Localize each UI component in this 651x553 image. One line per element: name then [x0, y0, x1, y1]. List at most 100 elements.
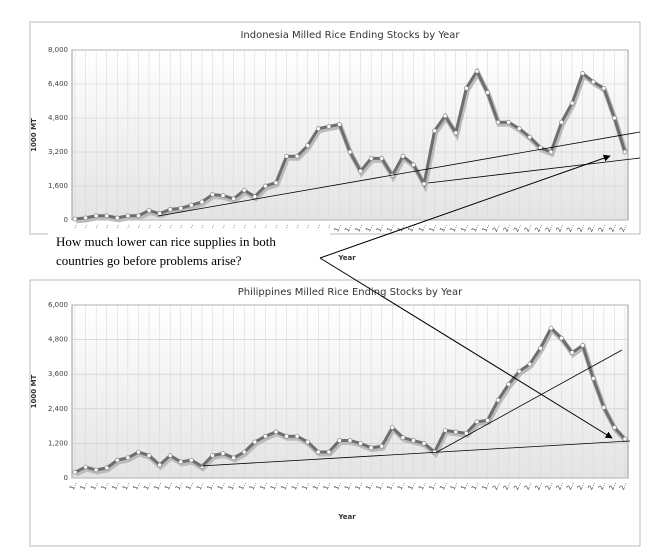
data-point	[241, 187, 247, 193]
data-point	[622, 149, 628, 155]
x-tick-label: 1..	[184, 222, 195, 233]
data-point	[231, 455, 237, 461]
x-tick-label: 2..	[618, 480, 629, 491]
y-tick-label: 3,200	[48, 148, 68, 156]
x-tick-label: 1..	[237, 222, 248, 233]
x-tick-label: 2..	[554, 480, 565, 491]
data-point	[485, 417, 490, 423]
data-point	[368, 156, 374, 161]
x-tick-label: 2..	[502, 222, 513, 233]
x-tick-label: 2..	[523, 222, 534, 233]
x-tick-label: 1..	[279, 222, 290, 233]
x-tick-label: 1..	[195, 480, 206, 491]
x-tick-label: 1..	[163, 480, 174, 491]
callout-text: countries go before problems arise?	[56, 253, 242, 268]
x-tick-label: 1..	[216, 480, 227, 491]
x-tick-label: 1..	[406, 480, 417, 491]
data-point	[548, 149, 554, 155]
x-tick-label: 2..	[565, 222, 576, 233]
x-tick-label: 2..	[586, 480, 597, 491]
data-point	[263, 433, 268, 439]
data-point	[506, 119, 512, 125]
y-axis-title: 1000 MT	[30, 374, 38, 408]
x-tick-label: 1..	[195, 222, 206, 233]
x-tick-label: 1..	[322, 222, 333, 233]
x-tick-label: 1..	[375, 222, 386, 233]
data-point	[421, 181, 427, 187]
x-tick-label: 1..	[343, 222, 354, 233]
data-point	[453, 130, 459, 136]
x-tick-label: 1..	[301, 480, 312, 491]
x-tick-label: 1..	[121, 222, 132, 233]
data-point	[273, 429, 279, 435]
data-point	[527, 361, 533, 367]
x-tick-label: 1..	[311, 222, 322, 233]
data-point	[72, 469, 78, 475]
x-tick-label: 2..	[554, 222, 565, 233]
x-tick-label: 1..	[279, 480, 290, 491]
x-tick-label: 1..	[100, 480, 111, 491]
x-tick-label: 2..	[533, 480, 544, 491]
data-point	[114, 457, 120, 463]
x-tick-label: 1..	[237, 480, 248, 491]
x-tick-label: 1..	[449, 480, 460, 491]
callout-text: How much lower can rice supplies in both	[56, 234, 276, 249]
data-point	[538, 345, 543, 351]
x-tick-label: 1..	[480, 222, 491, 233]
data-point	[474, 68, 480, 74]
data-point	[400, 435, 406, 440]
data-point	[389, 425, 395, 430]
data-point	[252, 439, 258, 445]
y-tick-label: 1,200	[48, 439, 68, 447]
x-tick-label: 1..	[163, 222, 174, 233]
x-tick-label: 1..	[438, 480, 449, 491]
x-tick-label: 1..	[174, 222, 185, 233]
y-tick-label: 3,600	[48, 370, 68, 378]
y-tick-label: 2,400	[48, 405, 68, 413]
y-tick-label: 6,000	[48, 301, 68, 309]
x-tick-label: 2..	[533, 222, 544, 233]
data-point	[347, 438, 353, 443]
data-point	[379, 443, 385, 449]
arrow	[319, 257, 613, 439]
x-tick-label: 1..	[353, 222, 364, 233]
x-tick-label: 1..	[290, 222, 301, 233]
x-tick-label: 1..	[470, 480, 481, 491]
x-tick-label: 2..	[565, 480, 576, 491]
x-tick-label: 1..	[269, 222, 280, 233]
x-tick-label: 1..	[131, 480, 142, 491]
x-tick-label: 1..	[78, 480, 89, 491]
data-point	[315, 449, 321, 455]
x-tick-label: 2..	[544, 222, 555, 233]
data-point	[83, 464, 88, 470]
data-point	[104, 465, 110, 471]
data-point	[157, 211, 162, 216]
x-tick-label: 1..	[68, 480, 79, 491]
x-tick-label: 1..	[110, 480, 121, 491]
data-point	[559, 119, 564, 125]
data-point	[188, 202, 194, 208]
y-tick-label: 4,800	[48, 114, 68, 122]
x-tick-label: 2..	[491, 222, 502, 233]
data-point	[326, 449, 332, 455]
data-point	[284, 433, 289, 439]
trend-line	[436, 349, 623, 453]
chart-title: Philippines Milled Rice Ending Stocks by…	[238, 287, 463, 298]
x-tick-label: 1..	[385, 480, 396, 491]
x-tick-label: 2..	[512, 222, 523, 233]
data-point	[432, 128, 437, 134]
annotation-layer: How much lower can rice supplies in both…	[48, 131, 641, 467]
x-tick-label: 1..	[438, 222, 449, 233]
data-point	[178, 205, 184, 211]
x-tick-label: 1..	[375, 480, 386, 491]
data-point	[506, 381, 512, 387]
x-tick-label: 1..	[78, 222, 89, 233]
x-tick-label: 2..	[512, 480, 523, 491]
data-point	[167, 207, 173, 212]
x-tick-label: 1..	[142, 222, 153, 233]
x-tick-label: 1..	[227, 480, 238, 491]
x-tick-label: 1..	[459, 480, 470, 491]
x-tick-label: 2..	[576, 480, 587, 491]
x-tick-label: 1..	[417, 480, 428, 491]
